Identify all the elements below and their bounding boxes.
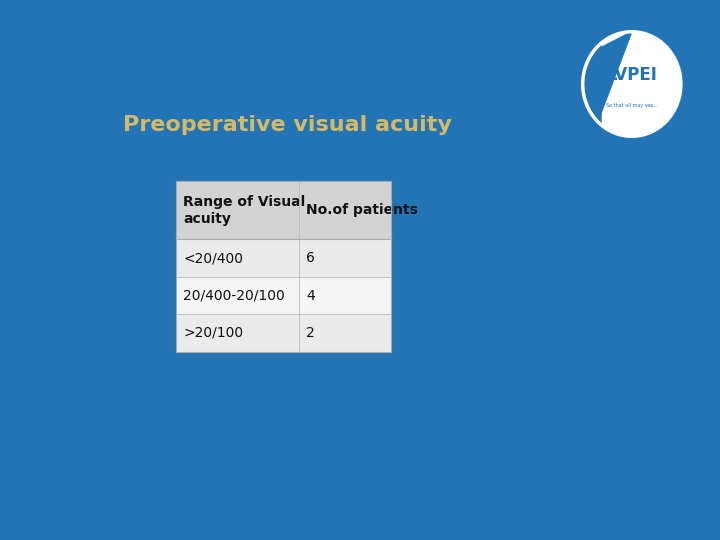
Polygon shape xyxy=(585,32,632,119)
Text: 20/400-20/100: 20/400-20/100 xyxy=(183,288,285,302)
Circle shape xyxy=(582,32,681,136)
Text: Range of Visual
acuity: Range of Visual acuity xyxy=(183,195,305,226)
Text: No.of patients: No.of patients xyxy=(306,204,418,217)
FancyBboxPatch shape xyxy=(176,314,392,352)
Text: Preoperative visual acuity: Preoperative visual acuity xyxy=(124,114,452,134)
Text: So that all may see...: So that all may see... xyxy=(606,103,657,108)
Text: <20/400: <20/400 xyxy=(183,251,243,265)
FancyBboxPatch shape xyxy=(176,239,392,277)
Text: >20/100: >20/100 xyxy=(183,326,243,340)
FancyBboxPatch shape xyxy=(176,181,392,239)
Text: 6: 6 xyxy=(306,251,315,265)
Text: 4: 4 xyxy=(306,288,315,302)
FancyBboxPatch shape xyxy=(176,277,392,314)
Text: 2: 2 xyxy=(306,326,315,340)
Text: LVPEI: LVPEI xyxy=(606,65,657,84)
